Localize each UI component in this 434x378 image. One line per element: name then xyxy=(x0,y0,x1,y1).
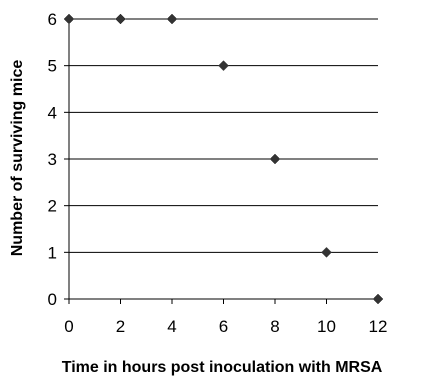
x-tick-label: 4 xyxy=(167,317,176,336)
data-point xyxy=(218,60,229,72)
x-tick-label: 8 xyxy=(270,317,279,336)
y-tick-label: 2 xyxy=(48,197,57,216)
y-tick-label: 3 xyxy=(48,150,57,169)
y-tick-label: 4 xyxy=(48,103,57,122)
x-tick-label: 6 xyxy=(219,317,228,336)
x-tick-label: 10 xyxy=(317,317,336,336)
x-tick-label: 0 xyxy=(64,317,73,336)
data-point xyxy=(321,246,332,258)
data-point xyxy=(166,13,178,25)
y-tick-labels: 0 1 2 3 4 5 6 xyxy=(48,10,69,309)
y-tick-label: 1 xyxy=(48,243,57,262)
y-tick-label: 6 xyxy=(48,10,57,29)
y-axis-title: Number of surviving mice xyxy=(9,60,26,257)
data-points xyxy=(63,13,384,305)
x-tick-label: 2 xyxy=(116,317,125,336)
data-point xyxy=(372,293,384,305)
data-point xyxy=(63,13,75,25)
y-tick-label: 5 xyxy=(48,57,57,76)
x-tick-label: 12 xyxy=(369,317,388,336)
x-axis-title: Time in hours post inoculation with MRSA xyxy=(62,359,383,376)
data-point xyxy=(115,13,126,25)
y-tick-label: 0 xyxy=(48,290,57,309)
gridlines xyxy=(69,18,378,253)
x-tick-labels: 0 2 4 6 8 10 12 xyxy=(64,299,387,336)
data-point xyxy=(269,153,281,165)
